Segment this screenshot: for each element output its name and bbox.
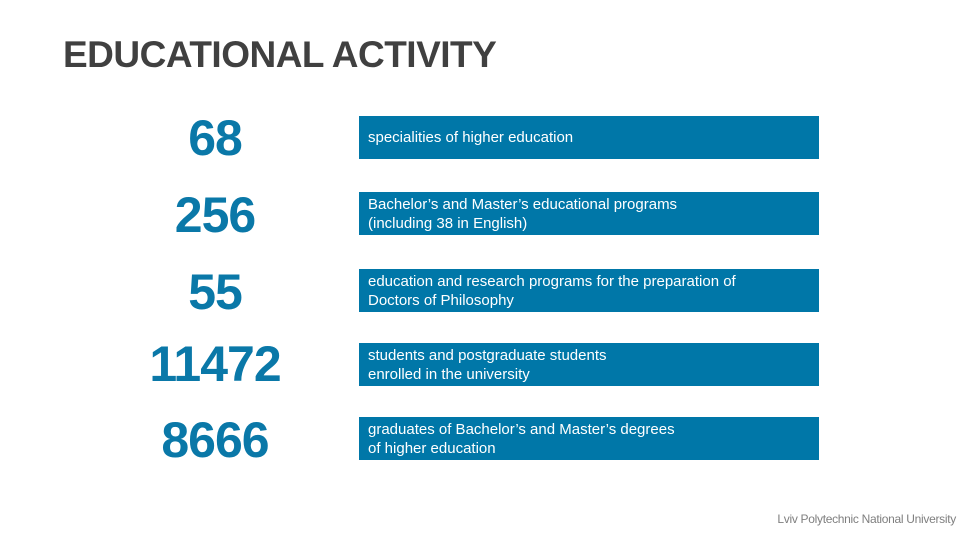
page-title: EDUCATIONAL ACTIVITY [63,34,497,75]
stat-label: specialities of higher education [368,129,574,146]
stat-value: 68 [188,110,243,166]
stat-label: students and postgraduate students enrol… [368,346,607,383]
stat-label-box: education and research programs for the … [359,269,819,312]
footer-institution: Lviv Polytechnic National University [777,512,956,526]
stat-label: graduates of Bachelor’s and Master’s deg… [368,420,675,457]
stat-label-box: graduates of Bachelor’s and Master’s deg… [359,417,819,460]
stat-label: education and research programs for the … [368,272,736,309]
stat-label-box: specialities of higher education [359,116,819,159]
stat-value: 256 [174,187,256,243]
stat-value: 11472 [149,336,281,392]
stat-value: 55 [188,264,243,320]
stat-label-box: Bachelor’s and Master’s educational prog… [359,192,819,235]
stat-label-box: students and postgraduate students enrol… [359,343,819,386]
stat-value: 8666 [161,412,269,468]
stat-label: Bachelor’s and Master’s educational prog… [368,195,678,232]
